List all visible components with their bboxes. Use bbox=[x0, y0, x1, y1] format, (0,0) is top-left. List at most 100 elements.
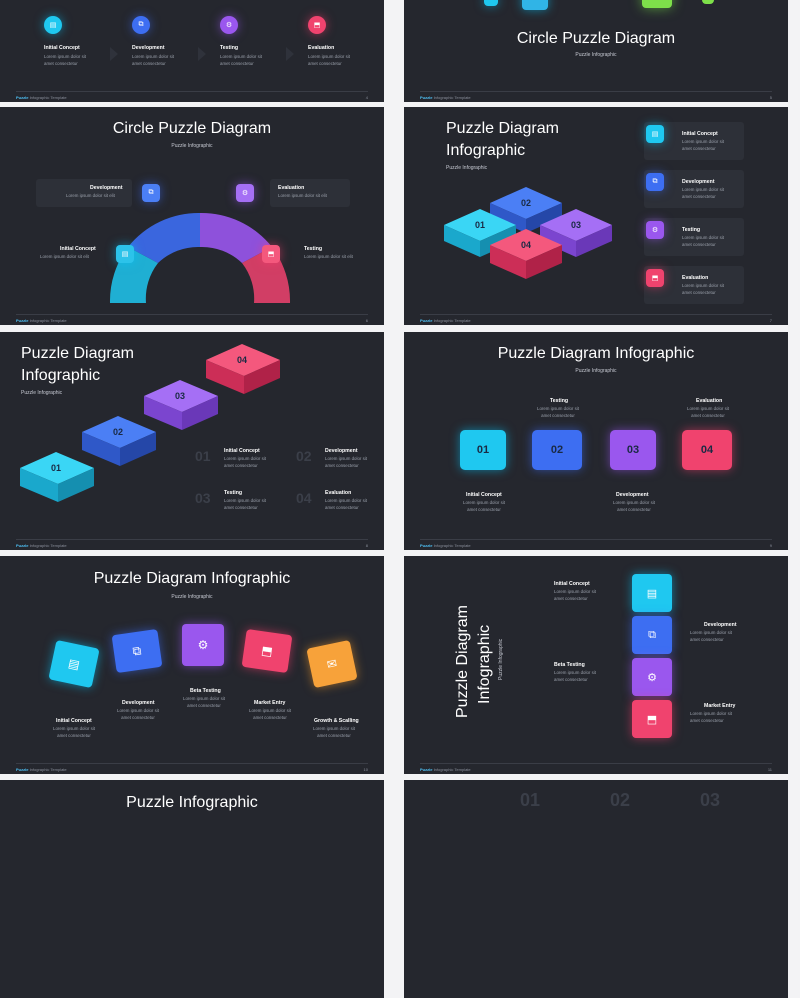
slide-3[interactable]: Circle Puzzle Diagram Puzzle Infographic… bbox=[0, 107, 384, 325]
slide-10[interactable]: 01 02 03 bbox=[404, 780, 788, 998]
slide-4[interactable]: Puzzle Diagram Infographic Puzzle Infogr… bbox=[404, 107, 788, 325]
label-market-entry: Market Entry bbox=[254, 700, 286, 706]
desc-initial-concept: Lorem ipsum dolor sit amet consectetur bbox=[463, 500, 505, 513]
label-initial-concept: Initial Concept bbox=[682, 131, 718, 137]
step-number-01: 01 bbox=[195, 448, 211, 464]
code-icon: ⧉ bbox=[142, 184, 160, 202]
piece-label-02: 02 bbox=[520, 198, 531, 208]
desc-initial-concept: Lorem ipsum dolor sit amet consectetur bbox=[53, 726, 95, 739]
desc-development: Lorem ipsum dolor sit amet consectetur bbox=[325, 456, 367, 469]
label-card bbox=[270, 179, 350, 207]
step-number-02: 02 bbox=[610, 790, 631, 810]
slide-6[interactable]: Puzzle Diagram Infographic Puzzle Infogr… bbox=[404, 332, 788, 550]
footer-line bbox=[420, 314, 772, 315]
slide-1[interactable]: ▤ ⧉ ⚙ ⬒ Initial Concept Development Test… bbox=[0, 0, 384, 102]
puzzle-piece-03: 03 bbox=[610, 430, 656, 470]
desc-development: Lorem ipsum dolor sit amet consectetur bbox=[117, 708, 159, 721]
chart-icon: ⬒ bbox=[632, 700, 672, 738]
label-development: Development bbox=[325, 448, 358, 454]
step-label-3: Testing bbox=[220, 45, 239, 51]
document-icon: ▤ bbox=[632, 574, 672, 612]
footer-line bbox=[16, 91, 368, 92]
document-icon: ▤ bbox=[44, 16, 62, 34]
shield-icon bbox=[702, 0, 714, 4]
chart-icon: ⬒ bbox=[308, 16, 326, 34]
slide-9[interactable]: Puzzle Infographic bbox=[0, 780, 384, 998]
footer-label: Puzzle Infographic Template bbox=[16, 95, 67, 100]
piece-label-04: 04 bbox=[236, 355, 247, 365]
stair-piece-pink bbox=[206, 344, 280, 376]
footer-label: Puzzle Infographic Template bbox=[16, 318, 67, 323]
slide-7[interactable]: Puzzle Diagram Infographic Puzzle Infogr… bbox=[0, 556, 384, 774]
gear-icon: ⚙ bbox=[236, 184, 254, 202]
slide-subtitle: Puzzle Infographic bbox=[171, 143, 213, 149]
footer-label: Puzzle Infographic Template bbox=[420, 95, 471, 100]
puzzle-piece-icon bbox=[522, 0, 548, 10]
puzzle-piece-02: 02 bbox=[532, 430, 582, 470]
slide-subtitle: Puzzle Infographic bbox=[446, 165, 488, 171]
desc-testing: Lorem ipsum dolor sit amet consectetur bbox=[537, 406, 579, 419]
label-growth-scalling: Growth & Scalling bbox=[314, 718, 359, 724]
puzzle-piece-icon bbox=[642, 0, 672, 8]
label-testing: Testing bbox=[224, 490, 243, 496]
slide-subtitle: Puzzle Infographic bbox=[498, 638, 504, 680]
arrow-3 bbox=[286, 47, 294, 61]
slide-title: Puzzle Diagram Infographic bbox=[93, 570, 291, 587]
step-desc-3: Lorem ipsum dolor sit amet consectetur bbox=[220, 54, 262, 67]
chart-icon: ⬒ bbox=[262, 245, 280, 263]
slide-8[interactable]: Puzzle Diagram Infographic Puzzle Infogr… bbox=[404, 556, 788, 774]
footer-line bbox=[420, 539, 772, 540]
document-icon: ▤ bbox=[116, 245, 134, 263]
step-label-2: Development bbox=[132, 45, 165, 51]
desc-evaluation: Lorem ipsum dolor sit elit bbox=[278, 193, 327, 198]
slide-title: Circle Puzzle Diagram bbox=[112, 120, 272, 137]
code-icon: ⧉ bbox=[646, 173, 664, 191]
footer-label: Puzzle Infographic Template bbox=[16, 543, 67, 548]
desc-development: Lorem ipsum dolor sit amet consectetur bbox=[613, 500, 655, 513]
slide-title-line-2: Infographic bbox=[446, 142, 526, 159]
step-desc-1: Lorem ipsum dolor sit amet consectetur bbox=[44, 54, 86, 67]
slide-2[interactable]: Circle Puzzle Diagram Puzzle Infographic… bbox=[404, 0, 788, 102]
page-number: 4 bbox=[365, 95, 368, 100]
slide-title-line-2: Infographic bbox=[21, 367, 101, 384]
label-development: Development bbox=[90, 185, 123, 191]
page-number: 6 bbox=[365, 318, 368, 323]
label-initial-concept: Initial Concept bbox=[60, 246, 96, 252]
label-beta-testing: Beta Testing bbox=[190, 688, 221, 694]
label-initial-concept: Initial Concept bbox=[224, 448, 260, 454]
label-development: Development bbox=[122, 700, 155, 706]
label-evaluation: Evaluation bbox=[325, 490, 352, 496]
desc-initial-concept: Lorem ipsum dolor sit amet consectetur bbox=[554, 589, 596, 602]
step-desc-4: Lorem ipsum dolor sit amet consectetur bbox=[308, 54, 350, 67]
footer-line bbox=[16, 314, 368, 315]
chart-icon: ⬒ bbox=[646, 269, 664, 287]
label-evaluation: Evaluation bbox=[682, 275, 709, 281]
desc-initial-concept: Lorem ipsum dolor sit elit bbox=[40, 254, 89, 259]
slide-5[interactable]: Puzzle Diagram Infographic Puzzle Infogr… bbox=[0, 332, 384, 550]
piece-label-03: 03 bbox=[174, 391, 185, 401]
slide-title: Puzzle Diagram Infographic bbox=[497, 345, 695, 362]
semicircle-puzzle bbox=[109, 212, 291, 303]
desc-development: Lorem ipsum dolor sit elit bbox=[66, 193, 115, 198]
slide-title: Puzzle Infographic bbox=[126, 794, 258, 811]
label-initial-concept: Initial Concept bbox=[554, 581, 590, 587]
puzzle-piece-04: 04 bbox=[682, 430, 732, 470]
desc-evaluation: Lorem ipsum dolor sit amet consectetur bbox=[682, 283, 724, 296]
desc-market-entry: Lorem ipsum dolor sit amet consectetur bbox=[249, 708, 291, 721]
gear-icon: ⚙ bbox=[220, 16, 238, 34]
desc-testing: Lorem ipsum dolor sit amet consectetur bbox=[682, 235, 724, 248]
page-number: 7 bbox=[769, 318, 772, 323]
stair-piece-blue bbox=[82, 416, 156, 448]
label-development: Development bbox=[704, 622, 737, 628]
piece-label-02: 02 bbox=[112, 427, 123, 437]
desc-market-entry: Lorem ipsum dolor sit amet consectetur bbox=[690, 711, 732, 724]
label-market-entry: Market Entry bbox=[704, 703, 736, 709]
step-label-1: Initial Concept bbox=[44, 45, 80, 51]
slide-title: Circle Puzzle Diagram bbox=[516, 30, 676, 47]
puzzle-piece-icon bbox=[484, 0, 498, 6]
slide-title-line-1: Puzzle Diagram bbox=[454, 605, 471, 718]
piece-label-01: 01 bbox=[474, 220, 485, 230]
puzzle-piece-01: 01 bbox=[460, 430, 506, 470]
footer-label: Puzzle Infographic Template bbox=[420, 767, 471, 772]
step-number-03: 03 bbox=[700, 790, 721, 810]
